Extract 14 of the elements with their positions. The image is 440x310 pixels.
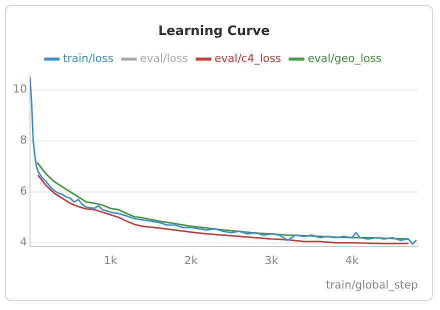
y-tick-label: 8 bbox=[20, 134, 27, 147]
chart-title: Learning Curve bbox=[158, 24, 270, 40]
legend-label: train/loss bbox=[62, 52, 114, 65]
x-tick-label: 4k bbox=[345, 254, 360, 268]
x-axis-title: train/global_step bbox=[326, 278, 418, 292]
legend-label: eval/geo_loss bbox=[308, 52, 382, 65]
x-tick-label: 3k bbox=[264, 254, 279, 268]
legend-label: eval/c4_loss bbox=[214, 52, 282, 65]
y-tick-label: 10 bbox=[12, 82, 27, 96]
legend-label: eval/loss bbox=[140, 52, 188, 65]
y-tick-label: 6 bbox=[20, 184, 27, 198]
x-tick-label: 2k bbox=[184, 254, 198, 268]
x-tick-label: 1k bbox=[104, 254, 118, 268]
y-tick-label: 4 bbox=[20, 236, 27, 249]
